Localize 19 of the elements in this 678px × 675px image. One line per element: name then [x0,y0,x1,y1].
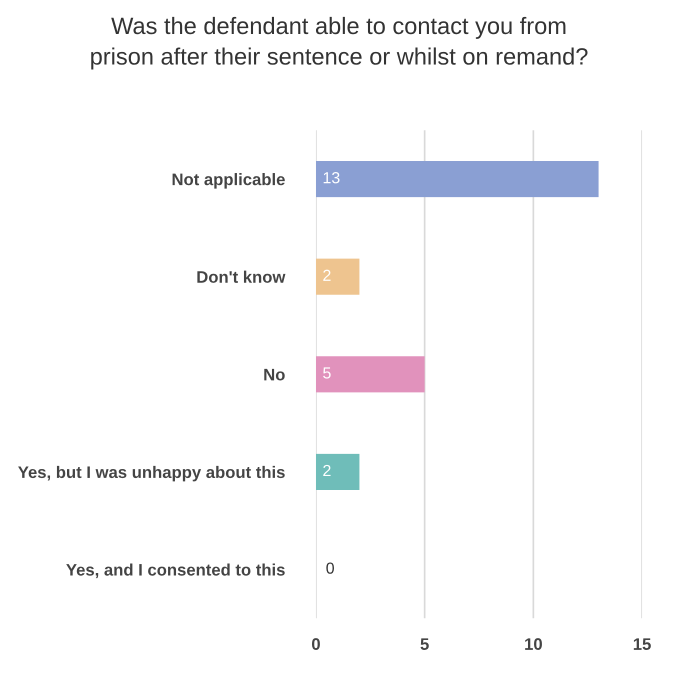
chart-title: Was the defendant able to contact you from prison after their sentence or whilst on remand? [91,16,588,70]
x-tick-label: 15 [634,638,651,650]
y-tick-label: No [264,368,285,380]
bar [316,161,599,198]
x-tick-label: 10 [525,638,542,650]
y-tick-label: Yes, but I was unhappy about this [18,466,285,482]
y-tick-label: Don't know [197,270,286,283]
bar [316,356,425,392]
x-tick-label: 0 [312,638,320,650]
data-label: 0 [326,562,334,574]
data-label: 2 [323,464,331,476]
bar [316,258,360,295]
x-tick-label: 5 [420,638,429,650]
y-tick-label: Not applicable [172,173,285,189]
bar [316,454,360,490]
data-label: 2 [323,270,331,281]
data-label: 5 [323,367,331,379]
data-label: 13 [324,172,340,184]
y-tick-label: Yes, and I consented to this [66,563,285,578]
